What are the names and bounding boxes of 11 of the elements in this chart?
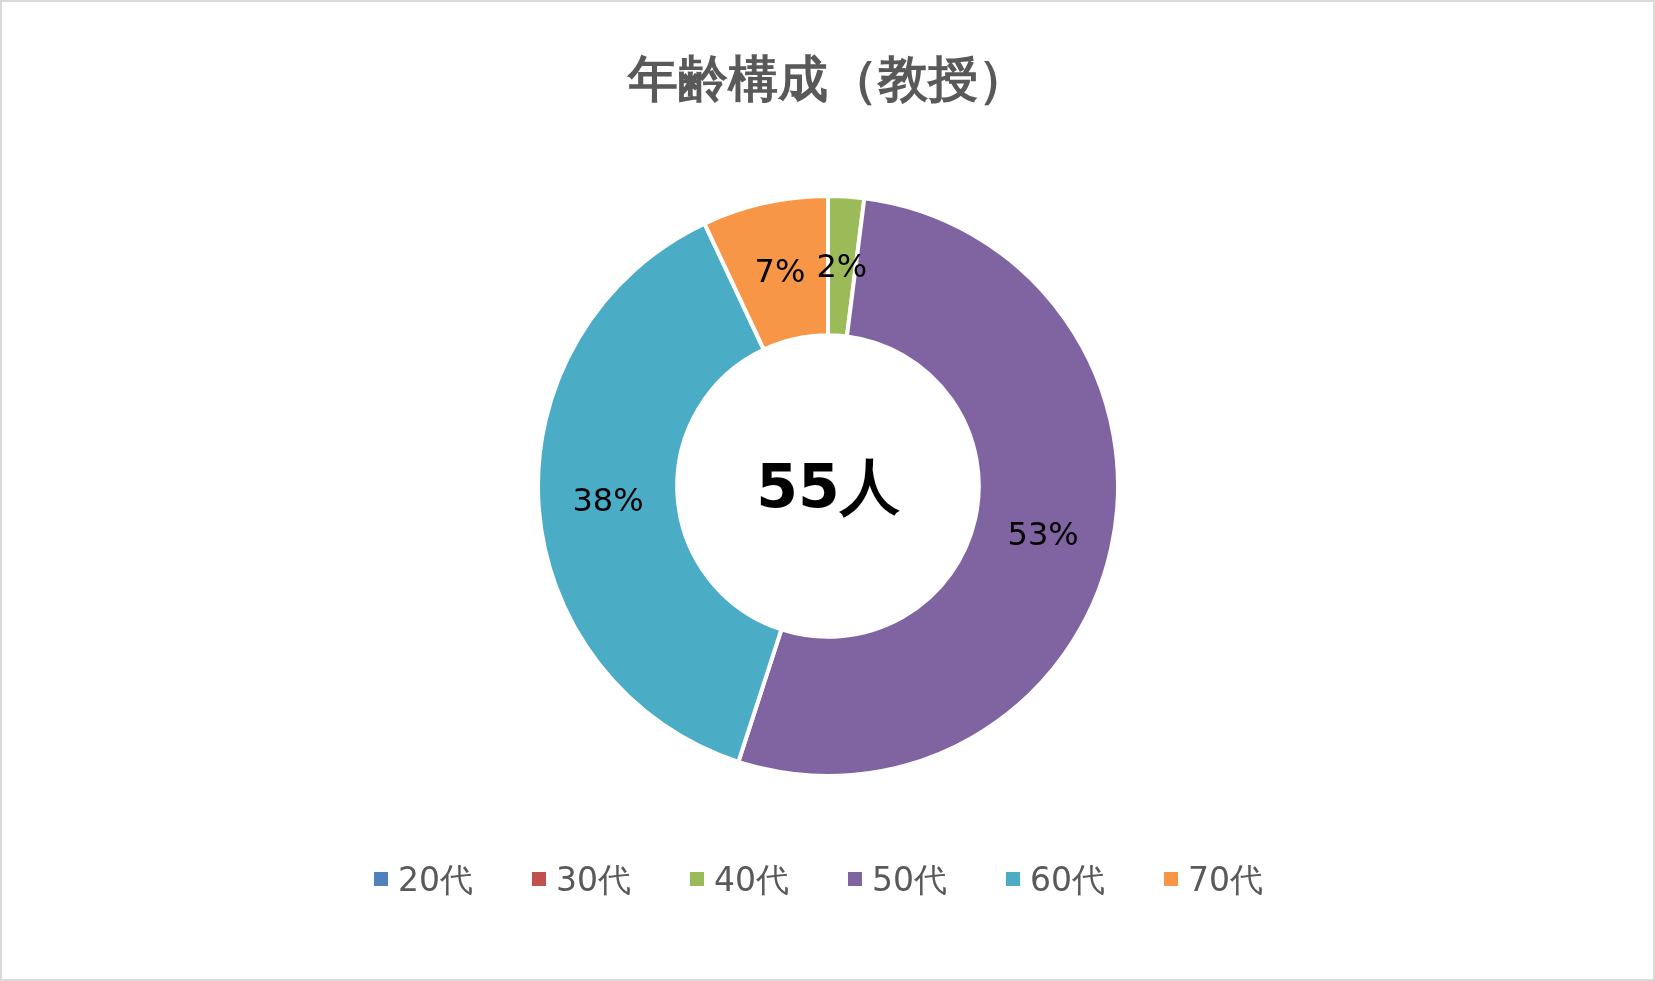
chart-title: 年齢構成（教授）: [626, 50, 1028, 108]
legend-label: 60代: [1030, 859, 1105, 899]
legend-label: 40代: [714, 859, 789, 899]
legend-label: 30代: [556, 859, 631, 899]
legend-label: 70代: [1188, 859, 1263, 899]
text: 55人: [756, 451, 900, 521]
legend-label: 20代: [398, 859, 473, 899]
data-label: 38%: [572, 480, 644, 519]
legend-label: 50代: [872, 859, 947, 899]
data-label: 53%: [1007, 515, 1079, 554]
data-label: 7%: [754, 251, 806, 290]
